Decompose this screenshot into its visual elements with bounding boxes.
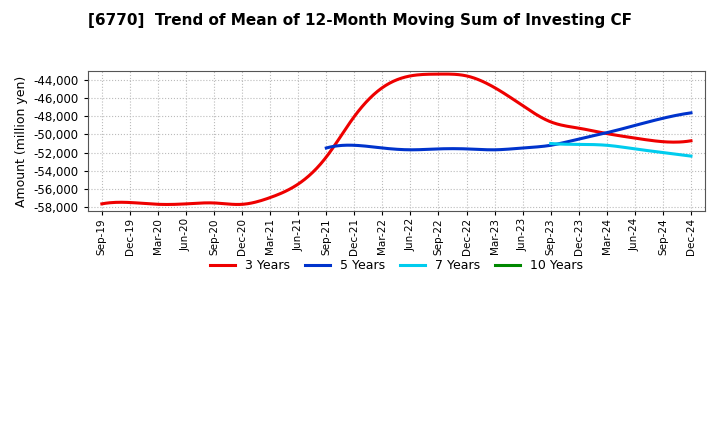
5 Years <box>546 143 555 148</box>
5 Years <box>488 147 497 152</box>
3 Years <box>687 138 696 143</box>
3 Years <box>452 72 461 77</box>
3 Years <box>450 72 459 77</box>
5 Years <box>540 143 549 149</box>
5 Years <box>687 110 696 115</box>
3 Years <box>99 201 108 206</box>
7 Years <box>632 147 641 152</box>
Y-axis label: Amount (million yen): Amount (million yen) <box>15 76 28 207</box>
7 Years <box>673 152 682 157</box>
7 Years <box>665 150 673 156</box>
7 Years <box>687 154 696 159</box>
7 Years <box>546 141 555 146</box>
3 Years <box>462 73 471 78</box>
7 Years <box>547 141 556 146</box>
5 Years <box>323 145 332 150</box>
Line: 7 Years: 7 Years <box>551 143 691 156</box>
3 Years <box>97 201 106 206</box>
5 Years <box>631 123 639 128</box>
Text: [6770]  Trend of Mean of 12-Month Moving Sum of Investing CF: [6770] Trend of Mean of 12-Month Moving … <box>88 13 632 28</box>
5 Years <box>654 117 662 122</box>
7 Years <box>629 146 638 151</box>
3 Years <box>598 130 607 136</box>
3 Years <box>441 71 449 77</box>
7 Years <box>630 146 639 151</box>
5 Years <box>539 143 548 149</box>
Line: 3 Years: 3 Years <box>102 74 691 205</box>
Legend: 3 Years, 5 Years, 7 Years, 10 Years: 3 Years, 5 Years, 7 Years, 10 Years <box>204 254 588 278</box>
3 Years <box>163 202 171 207</box>
3 Years <box>636 136 644 142</box>
5 Years <box>322 145 330 150</box>
Line: 5 Years: 5 Years <box>326 113 691 150</box>
